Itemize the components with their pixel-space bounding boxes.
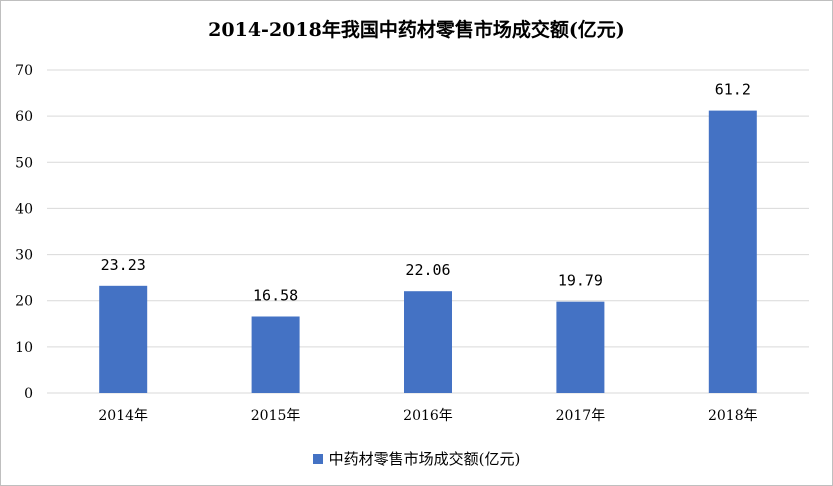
data-label: 19.79 [558, 272, 603, 290]
bar [708, 110, 757, 393]
x-tick-label: 2015年 [251, 408, 301, 424]
x-tick-label: 2014年 [98, 408, 148, 424]
bar [404, 291, 452, 393]
bar [99, 285, 148, 393]
bar [556, 301, 605, 393]
y-tick-label: 60 [15, 109, 33, 125]
y-tick-label: 10 [15, 340, 33, 356]
y-tick-label: 30 [15, 248, 33, 264]
x-tick-label: 2016年 [403, 408, 453, 424]
bar [251, 316, 300, 393]
x-tick-label: 2017年 [556, 408, 606, 424]
data-label: 23.23 [101, 256, 146, 274]
y-tick-label: 40 [15, 201, 33, 217]
x-tick-label: 2018年 [708, 408, 758, 424]
chart-title: 2014-2018年我国中药材零售市场成交额(亿元) [208, 19, 625, 41]
y-tick-label: 20 [15, 294, 33, 310]
legend: 中药材零售市场成交额(亿元) [1, 448, 832, 469]
y-tick-label: 50 [15, 155, 33, 171]
data-label: 61.2 [715, 81, 751, 99]
legend-label: 中药材零售市场成交额(亿元) [328, 450, 521, 468]
data-label: 16.58 [253, 286, 298, 304]
legend-swatch [312, 453, 323, 464]
data-label: 22.06 [405, 261, 450, 279]
y-tick-label: 70 [15, 63, 33, 79]
y-tick-label: 0 [24, 386, 33, 402]
